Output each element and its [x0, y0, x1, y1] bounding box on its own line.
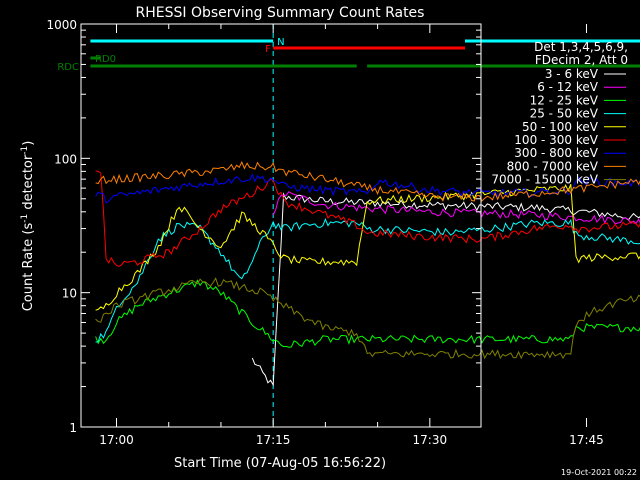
legend-label-1: 6 - 12 keV	[537, 80, 599, 94]
legend-label-2: 12 - 25 keV	[530, 93, 599, 107]
series-line-1	[272, 191, 640, 225]
plot-frame	[80, 23, 482, 428]
legend-label-7: 800 - 7000 keV	[507, 159, 599, 173]
axes-layer: 17:0017:1517:3017:4518:0018:1518:3011010…	[46, 18, 604, 447]
footer-date: 19-Oct-2021 00:22	[561, 468, 637, 477]
legend-label-0: 3 - 6 keV	[545, 67, 599, 81]
legend-header-line2: FDecim 2, Att 0	[535, 53, 628, 67]
y-tick-label-3: 1000	[46, 18, 77, 32]
legend-label-3: 25 - 50 keV	[530, 107, 599, 121]
legend: Det 1,3,4,5,6,9, FDecim 2, Att 0 3 - 6 k…	[491, 40, 628, 187]
x-tick-label-3: 17:45	[569, 433, 604, 447]
series-line-2	[95, 279, 640, 348]
flag-label-2: RD0	[95, 54, 116, 65]
x-tick-label-1: 17:15	[256, 433, 291, 447]
y-tick-label-2: 100	[54, 152, 77, 166]
data-layer	[95, 160, 640, 387]
y-axis-label-sup1: -1	[20, 214, 30, 223]
x-tick-label-2: 17:30	[413, 433, 448, 447]
flags-layer: NF RD0 RDC	[57, 37, 640, 73]
flag-label-1: F	[265, 44, 271, 55]
flag-label-3: RDC	[57, 62, 79, 73]
series-line-4	[95, 184, 640, 311]
y-tick-label-1: 10	[62, 287, 77, 301]
series-line-0	[251, 192, 640, 387]
series-line-7	[95, 160, 640, 202]
series-line-5	[95, 170, 640, 267]
y-tick-label-0: 1	[69, 421, 77, 435]
legend-label-4: 50 - 100 keV	[522, 120, 599, 134]
y-axis-label-end: )	[21, 141, 36, 146]
legend-label-6: 300 - 800 keV	[514, 146, 598, 160]
x-axis-label: Start Time (07-Aug-05 16:56:22)	[174, 456, 386, 471]
flag-label-0: N	[277, 37, 284, 48]
y-axis-label-part1: Count Rate (s	[21, 223, 36, 312]
legend-label-5: 100 - 300 keV	[514, 133, 598, 147]
legend-label-8: 7000 - 15000 keV	[491, 173, 598, 187]
y-axis-label-mid: detector	[21, 154, 36, 214]
y-axis-label-sup2: -1	[20, 146, 30, 155]
series-line-3	[95, 217, 640, 343]
series-line-8	[95, 277, 640, 360]
x-tick-label-0: 17:00	[99, 433, 134, 447]
chart-title: RHESSI Observing Summary Count Rates	[136, 5, 425, 21]
y-axis-label: Count Rate (s-1 detector-1)	[20, 141, 36, 312]
legend-header-line1: Det 1,3,4,5,6,9,	[534, 40, 628, 54]
